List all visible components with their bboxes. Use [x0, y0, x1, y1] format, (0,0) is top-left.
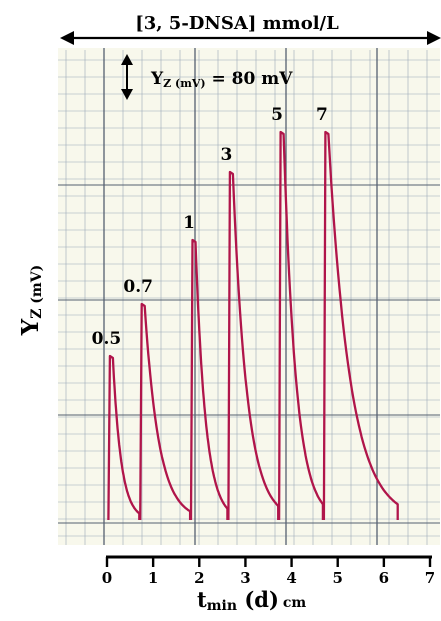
title-arrow-right-head	[427, 31, 441, 45]
title-backdrop	[112, 8, 368, 34]
peak-trace	[227, 170, 280, 521]
scale-bar-bottom-head	[121, 89, 133, 100]
scale-bar-top-head	[121, 54, 133, 65]
peak-label: 3	[220, 145, 232, 165]
x-tick-label: 6	[379, 569, 389, 587]
chart-title: [3, 5-DNSA] mmol/L	[135, 13, 339, 34]
peak-trace	[277, 130, 325, 521]
title-arrow-left-head	[60, 31, 74, 45]
peak-label: 0.5	[92, 329, 122, 349]
peak-trace	[139, 302, 192, 521]
x-tick-label: 1	[148, 569, 158, 587]
x-tick-label: 4	[286, 569, 296, 587]
peak-label: 1	[183, 213, 195, 233]
y-axis-label: YZ (mV)	[17, 265, 45, 336]
signal-traces	[107, 130, 399, 521]
peak-label: 5	[271, 105, 283, 125]
peak-label: 7	[316, 105, 328, 125]
x-tick-label: 5	[332, 569, 342, 587]
peak-trace	[322, 130, 399, 521]
x-tick-label: 2	[194, 569, 204, 587]
peak-trace	[189, 238, 229, 521]
x-tick-label: 3	[240, 569, 250, 587]
x-axis-label: tmin (d) cm	[197, 587, 306, 614]
chart-paper	[58, 48, 440, 545]
grid-lines	[58, 48, 440, 545]
x-tick-label: 0	[102, 569, 112, 587]
x-tick-label: 7	[425, 569, 435, 587]
peak-labels: 0.5 0.7 1 3 5 7	[92, 105, 328, 349]
x-axis-ticks: 0 1 2 3 4 5 6 7	[102, 557, 435, 587]
scale-bar-label: YZ (mV) = 80 mV	[150, 69, 293, 90]
peak-label: 0.7	[123, 277, 153, 297]
peak-trace	[107, 354, 141, 521]
